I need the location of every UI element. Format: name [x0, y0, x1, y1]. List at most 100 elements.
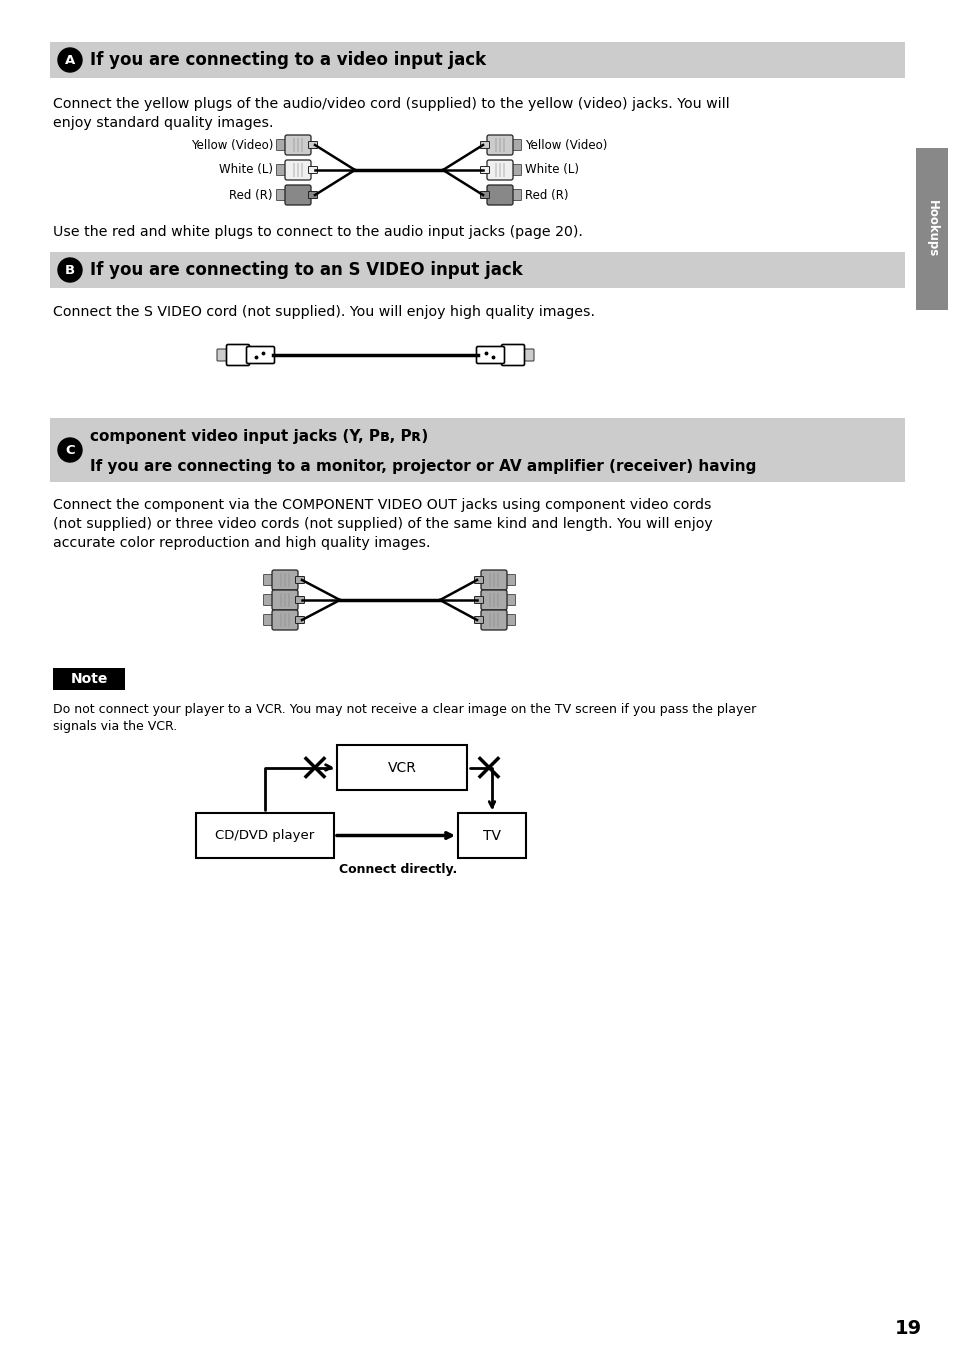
FancyBboxPatch shape	[480, 589, 506, 610]
FancyBboxPatch shape	[293, 188, 294, 201]
FancyBboxPatch shape	[489, 573, 491, 587]
FancyBboxPatch shape	[308, 166, 317, 173]
FancyBboxPatch shape	[502, 188, 504, 201]
Circle shape	[58, 258, 82, 283]
FancyBboxPatch shape	[296, 164, 298, 177]
FancyBboxPatch shape	[915, 147, 947, 310]
FancyBboxPatch shape	[498, 188, 500, 201]
FancyBboxPatch shape	[295, 576, 304, 584]
Text: A: A	[65, 54, 75, 66]
FancyBboxPatch shape	[288, 573, 290, 587]
FancyBboxPatch shape	[480, 192, 489, 199]
FancyBboxPatch shape	[216, 349, 229, 361]
FancyBboxPatch shape	[280, 573, 282, 587]
FancyBboxPatch shape	[263, 615, 274, 626]
Text: enjoy standard quality images.: enjoy standard quality images.	[53, 116, 274, 130]
Text: Note: Note	[71, 672, 108, 685]
FancyBboxPatch shape	[498, 138, 500, 151]
FancyBboxPatch shape	[510, 165, 521, 176]
FancyBboxPatch shape	[498, 164, 500, 177]
FancyBboxPatch shape	[493, 594, 495, 607]
FancyBboxPatch shape	[295, 596, 304, 603]
FancyBboxPatch shape	[272, 589, 297, 610]
Text: White (L): White (L)	[219, 164, 273, 177]
FancyBboxPatch shape	[308, 142, 317, 149]
FancyBboxPatch shape	[285, 160, 311, 180]
FancyBboxPatch shape	[495, 164, 497, 177]
FancyBboxPatch shape	[284, 573, 286, 587]
Circle shape	[58, 49, 82, 72]
FancyBboxPatch shape	[502, 164, 504, 177]
FancyBboxPatch shape	[308, 192, 317, 199]
FancyBboxPatch shape	[497, 612, 498, 627]
FancyBboxPatch shape	[272, 610, 297, 630]
FancyBboxPatch shape	[510, 189, 521, 200]
Text: Red (R): Red (R)	[524, 188, 568, 201]
Text: signals via the VCR.: signals via the VCR.	[53, 721, 177, 733]
FancyBboxPatch shape	[489, 594, 491, 607]
Circle shape	[58, 438, 82, 462]
FancyBboxPatch shape	[486, 160, 513, 180]
FancyBboxPatch shape	[246, 346, 274, 364]
FancyBboxPatch shape	[474, 617, 483, 623]
Text: VCR: VCR	[387, 760, 416, 775]
FancyBboxPatch shape	[457, 813, 525, 859]
FancyBboxPatch shape	[301, 188, 303, 201]
Text: If you are connecting to a monitor, projector or AV amplifier (receiver) having: If you are connecting to a monitor, proj…	[90, 458, 756, 473]
Text: CD/DVD player: CD/DVD player	[215, 829, 314, 842]
FancyBboxPatch shape	[293, 138, 294, 151]
FancyBboxPatch shape	[280, 594, 282, 607]
Text: Yellow (Video): Yellow (Video)	[524, 138, 607, 151]
Text: Yellow (Video): Yellow (Video)	[191, 138, 273, 151]
FancyBboxPatch shape	[288, 594, 290, 607]
Text: (not supplied) or three video cords (not supplied) of the same kind and length. : (not supplied) or three video cords (not…	[53, 516, 712, 531]
FancyBboxPatch shape	[504, 615, 515, 626]
FancyBboxPatch shape	[285, 185, 311, 206]
FancyBboxPatch shape	[495, 138, 497, 151]
FancyBboxPatch shape	[476, 346, 504, 364]
FancyBboxPatch shape	[195, 813, 334, 859]
FancyBboxPatch shape	[501, 345, 524, 365]
FancyBboxPatch shape	[495, 188, 497, 201]
FancyBboxPatch shape	[284, 594, 286, 607]
FancyBboxPatch shape	[480, 610, 506, 630]
FancyBboxPatch shape	[336, 745, 467, 790]
Text: Do not connect your player to a VCR. You may not receive a clear image on the TV: Do not connect your player to a VCR. You…	[53, 703, 756, 717]
FancyBboxPatch shape	[263, 595, 274, 606]
Text: Connect the component via the COMPONENT VIDEO OUT jacks using component video co: Connect the component via the COMPONENT …	[53, 498, 711, 512]
FancyBboxPatch shape	[296, 188, 298, 201]
FancyBboxPatch shape	[288, 612, 290, 627]
FancyBboxPatch shape	[493, 612, 495, 627]
FancyBboxPatch shape	[295, 617, 304, 623]
Text: Connect directly.: Connect directly.	[338, 863, 456, 876]
FancyBboxPatch shape	[285, 135, 311, 155]
Text: Use the red and white plugs to connect to the audio input jacks (page 20).: Use the red and white plugs to connect t…	[53, 224, 582, 239]
Text: B: B	[65, 264, 75, 277]
FancyBboxPatch shape	[486, 185, 513, 206]
Text: C: C	[65, 443, 74, 457]
Text: If you are connecting to an S VIDEO input jack: If you are connecting to an S VIDEO inpu…	[90, 261, 522, 279]
Text: accurate color reproduction and high quality images.: accurate color reproduction and high qua…	[53, 535, 430, 550]
FancyBboxPatch shape	[280, 612, 282, 627]
FancyBboxPatch shape	[272, 571, 297, 589]
FancyBboxPatch shape	[480, 571, 506, 589]
Text: If you are connecting to a video input jack: If you are connecting to a video input j…	[90, 51, 486, 69]
FancyBboxPatch shape	[510, 139, 521, 150]
Text: White (L): White (L)	[524, 164, 578, 177]
FancyBboxPatch shape	[480, 166, 489, 173]
FancyBboxPatch shape	[263, 575, 274, 585]
FancyBboxPatch shape	[293, 164, 294, 177]
FancyBboxPatch shape	[497, 594, 498, 607]
FancyBboxPatch shape	[489, 612, 491, 627]
Text: Hookups: Hookups	[924, 200, 938, 258]
FancyBboxPatch shape	[50, 42, 904, 78]
FancyBboxPatch shape	[276, 165, 287, 176]
FancyBboxPatch shape	[50, 418, 904, 483]
FancyBboxPatch shape	[50, 251, 904, 288]
FancyBboxPatch shape	[497, 573, 498, 587]
FancyBboxPatch shape	[493, 573, 495, 587]
FancyBboxPatch shape	[276, 139, 287, 150]
FancyBboxPatch shape	[504, 595, 515, 606]
Text: Connect the yellow plugs of the audio/video cord (supplied) to the yellow (video: Connect the yellow plugs of the audio/vi…	[53, 97, 729, 111]
FancyBboxPatch shape	[486, 135, 513, 155]
